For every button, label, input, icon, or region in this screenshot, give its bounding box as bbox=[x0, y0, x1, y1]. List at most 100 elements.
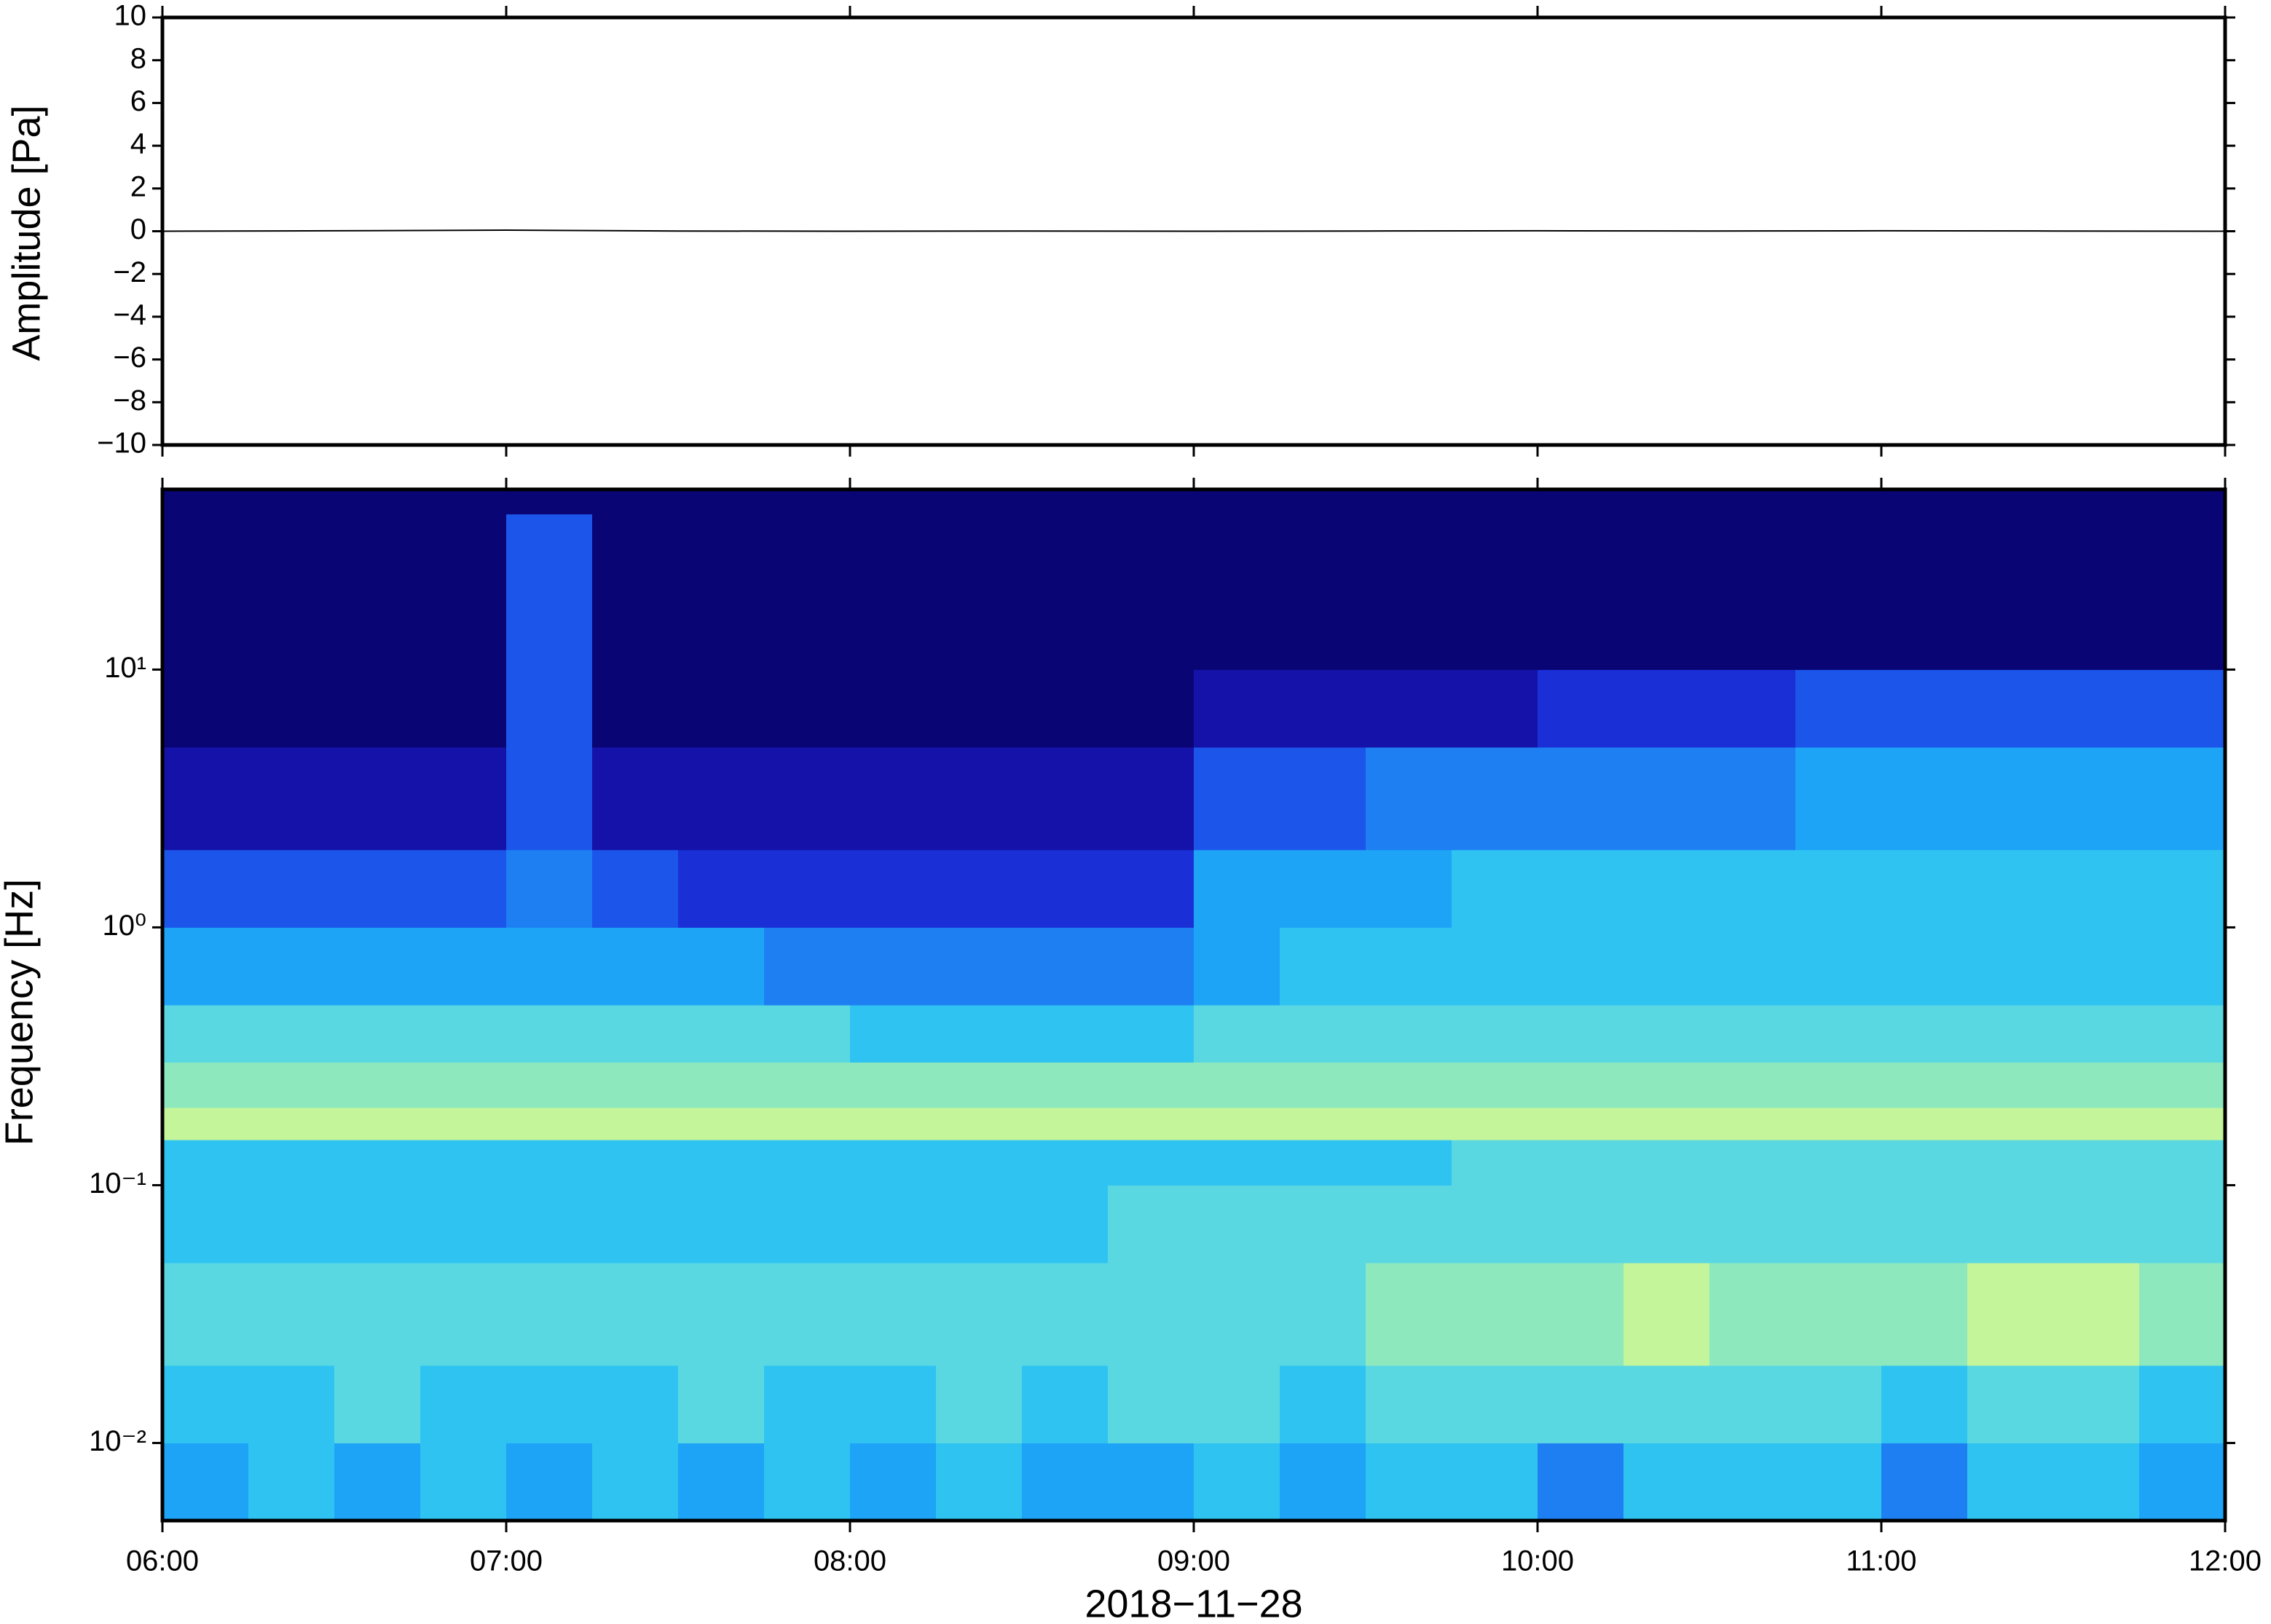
heatmap-cell bbox=[592, 1365, 679, 1443]
heatmap-cell bbox=[162, 669, 249, 748]
heatmap-cell bbox=[506, 1107, 593, 1140]
plot-frame bbox=[160, 15, 2227, 447]
heatmap-cell bbox=[1194, 747, 1280, 851]
heatmap-cell bbox=[1194, 1107, 1280, 1140]
heatmap-cell bbox=[1623, 1443, 1710, 1521]
heatmap-cell bbox=[420, 747, 507, 851]
heatmap-cell bbox=[420, 1185, 507, 1264]
heatmap-cell bbox=[592, 514, 679, 670]
heatmap-cell bbox=[2053, 514, 2140, 670]
heatmap-cell bbox=[1538, 1005, 1624, 1063]
y-tick-label: 10⁻² bbox=[89, 1425, 146, 1457]
heatmap-cell bbox=[1967, 1443, 2054, 1521]
heatmap-cell bbox=[592, 1107, 679, 1140]
heatmap-cell bbox=[162, 1185, 249, 1264]
heatmap-cell bbox=[1881, 927, 1968, 1006]
heatmap-cell bbox=[1967, 1263, 2054, 1366]
heatmap-cell bbox=[850, 669, 937, 748]
heatmap-cell bbox=[1022, 1365, 1109, 1443]
heatmap-cell bbox=[1452, 1062, 1538, 1108]
heatmap-cell bbox=[1623, 1005, 1710, 1063]
heatmap-cell bbox=[1623, 669, 1710, 748]
heatmap-cell bbox=[334, 927, 421, 1006]
heatmap-cell bbox=[2139, 849, 2226, 928]
heatmap-cell bbox=[1795, 1140, 1882, 1186]
heatmap-cell bbox=[850, 1263, 937, 1366]
heatmap-cell bbox=[1709, 1365, 1796, 1443]
heatmap-cell bbox=[1452, 1263, 1538, 1366]
y-tick-label: −4 bbox=[113, 299, 146, 331]
heatmap-cell bbox=[1709, 1263, 1796, 1366]
heatmap-cell bbox=[2053, 669, 2140, 748]
y-tick-label: −10 bbox=[97, 427, 146, 460]
heatmap-cell bbox=[1108, 1107, 1194, 1140]
heatmap-cell bbox=[1709, 1443, 1796, 1521]
heatmap-cell bbox=[1881, 849, 1968, 928]
heatmap-cell bbox=[1709, 1140, 1796, 1186]
heatmap-cell bbox=[420, 669, 507, 748]
heatmap-cell bbox=[1881, 1185, 1968, 1264]
heatmap-cell bbox=[592, 1062, 679, 1108]
heatmap-cell bbox=[1623, 1140, 1710, 1186]
heatmap-cell bbox=[1194, 1365, 1280, 1443]
heatmap-cell bbox=[1194, 1005, 1280, 1063]
x-tick-label: 08:00 bbox=[814, 1545, 886, 1577]
x-tick-label: 07:00 bbox=[470, 1545, 543, 1577]
heatmap-cell bbox=[1795, 849, 1882, 928]
heatmap-cell bbox=[764, 849, 851, 928]
heatmap-cell bbox=[334, 1443, 421, 1521]
heatmap-cell bbox=[936, 849, 1023, 928]
heatmap-cell bbox=[506, 927, 593, 1006]
heatmap-cell bbox=[1881, 1443, 1968, 1521]
heatmap-cell bbox=[1623, 849, 1710, 928]
heatmap-cell bbox=[162, 1140, 249, 1186]
heatmap-cell bbox=[2053, 927, 2140, 1006]
heatmap-cell bbox=[1881, 1263, 1968, 1366]
heatmap-cell bbox=[592, 927, 679, 1006]
heatmap-cell bbox=[420, 1365, 507, 1443]
heatmap-cell bbox=[1108, 669, 1194, 748]
heatmap-cell bbox=[592, 1005, 679, 1063]
heatmap-cell bbox=[1538, 1263, 1624, 1366]
y-tick-label: 6 bbox=[130, 85, 146, 117]
heatmap-cell bbox=[936, 1263, 1023, 1366]
heatmap-cell bbox=[1967, 1185, 2054, 1264]
heatmap-cell bbox=[678, 1263, 765, 1366]
heatmap-cell bbox=[850, 927, 937, 1006]
heatmap-cell bbox=[1795, 1005, 1882, 1063]
heatmap-cell bbox=[850, 1185, 937, 1264]
heatmap-cell bbox=[506, 849, 593, 928]
plot-frame bbox=[160, 487, 2227, 1523]
heatmap-cell bbox=[1795, 747, 1882, 851]
heatmap-cell bbox=[936, 1443, 1023, 1521]
heatmap-cell bbox=[2053, 1443, 2140, 1521]
heatmap-cell bbox=[678, 1107, 765, 1140]
heatmap-cell bbox=[2139, 1005, 2226, 1063]
heatmap-cell bbox=[248, 1263, 335, 1366]
heatmap-cell bbox=[506, 1062, 593, 1108]
heatmap-cell bbox=[1795, 1185, 1882, 1264]
heatmap-cell bbox=[850, 1005, 937, 1063]
heatmap-cell bbox=[1022, 669, 1109, 748]
heatmap-cell bbox=[678, 669, 765, 748]
x-tick-label: 09:00 bbox=[1157, 1545, 1230, 1577]
heatmap-cell bbox=[1108, 849, 1194, 928]
heatmap-cell bbox=[1881, 1140, 1968, 1186]
heatmap-cell bbox=[1623, 1107, 1710, 1140]
y-tick-label: 10⁰ bbox=[102, 910, 146, 942]
heatmap-cell bbox=[162, 1062, 249, 1108]
heatmap-cell bbox=[2139, 1185, 2226, 1264]
heatmap-cell bbox=[162, 1005, 249, 1063]
y-axis-title: Frequency [Hz] bbox=[0, 879, 41, 1146]
heatmap-cell bbox=[420, 1062, 507, 1108]
heatmap-cell bbox=[1623, 927, 1710, 1006]
y-tick-label: 10¹ bbox=[104, 652, 146, 684]
heatmap-cell bbox=[1280, 1263, 1366, 1366]
heatmap-cell bbox=[1881, 514, 1968, 670]
heatmap-cell bbox=[248, 1443, 335, 1521]
heatmap-cell bbox=[1881, 1005, 1968, 1063]
heatmap-cell bbox=[678, 1443, 765, 1521]
heatmap-cell bbox=[1452, 1443, 1538, 1521]
heatmap-cell bbox=[1538, 514, 1624, 670]
